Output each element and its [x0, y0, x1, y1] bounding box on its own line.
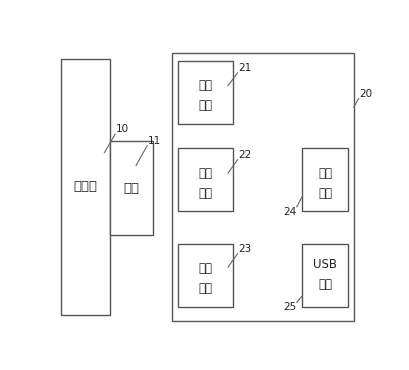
Text: 第三: 第三 — [198, 262, 213, 275]
Text: 第二: 第二 — [198, 166, 213, 180]
Text: 插座: 插座 — [318, 186, 332, 200]
Text: 21: 21 — [238, 63, 252, 73]
Bar — [178, 148, 234, 211]
Bar — [178, 61, 234, 124]
Bar — [110, 141, 153, 235]
Text: 20: 20 — [359, 88, 372, 98]
Text: 第四: 第四 — [318, 166, 332, 180]
Text: 23: 23 — [238, 244, 252, 254]
Text: 插座: 插座 — [198, 99, 213, 112]
Bar — [61, 58, 110, 315]
Text: USB: USB — [313, 258, 337, 271]
Text: 11: 11 — [148, 135, 161, 145]
Text: 接口: 接口 — [318, 278, 332, 291]
Bar — [172, 53, 354, 321]
Text: 24: 24 — [283, 207, 297, 217]
Text: 液晶屏: 液晶屏 — [73, 180, 97, 194]
Bar — [301, 148, 348, 211]
Text: 第一: 第一 — [198, 79, 213, 92]
Text: 10: 10 — [116, 124, 129, 134]
Text: 22: 22 — [238, 150, 252, 160]
Text: 插座: 插座 — [198, 186, 213, 200]
Bar — [301, 244, 348, 306]
Text: 25: 25 — [283, 302, 297, 312]
Text: 插座: 插座 — [198, 282, 213, 295]
Bar — [178, 244, 234, 306]
Text: 屏线: 屏线 — [123, 182, 139, 195]
